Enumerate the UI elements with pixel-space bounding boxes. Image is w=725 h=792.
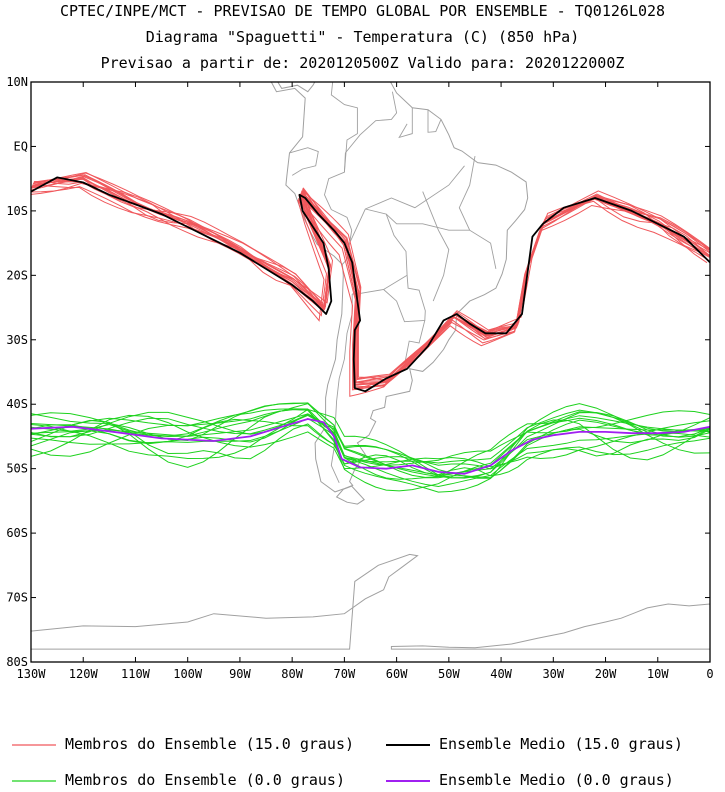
x-tick-label: 110W (121, 667, 151, 681)
x-tick-label: 50W (438, 667, 460, 681)
x-tick-label: 130W (17, 667, 47, 681)
x-tick-label: 120W (69, 667, 99, 681)
map-background (31, 0, 710, 650)
ensemble-member-line (31, 402, 710, 478)
country-border (422, 191, 450, 302)
ensemble-members-layer (31, 171, 710, 493)
country-border (330, 294, 353, 483)
x-tick-label: 100W (173, 667, 203, 681)
chart-title-line-3: Previsao a partir de: 2020120500Z Valido… (100, 54, 625, 72)
ensemble-member-line (31, 403, 710, 479)
country-border (427, 109, 442, 133)
legend-item-mean-0: Ensemble Medio (0.0 graus) (386, 771, 674, 789)
x-tick-label: 60W (386, 667, 408, 681)
x-tick-label: 90W (229, 667, 251, 681)
ensemble-member-line (31, 414, 710, 470)
plot-frame (30, 81, 711, 663)
x-tick-label: 30W (542, 667, 564, 681)
ensemble-member-line (31, 413, 710, 480)
country-border (385, 213, 470, 231)
y-tick-label: 10N (6, 75, 28, 89)
x-tick-label: 0 (706, 667, 713, 681)
country-border (349, 208, 408, 295)
y-tick-label: 40S (6, 397, 28, 411)
legend-item-members-0: Membros do Ensemble (0.0 graus) (12, 771, 345, 789)
legend-item-members-15: Membros do Ensemble (15.0 graus) (12, 735, 354, 753)
axes: 130W 120W 110W 100W 90W 80W 70W 60W 50W 40W 30W 20W… (6, 75, 713, 681)
country-border (398, 107, 413, 139)
y-tick-label: 20S (6, 268, 28, 282)
ensemble-member-line (31, 409, 710, 492)
y-tick-label: EQ (14, 139, 28, 153)
country-border (365, 165, 465, 210)
country-border (383, 275, 426, 323)
landmass (250, 0, 386, 56)
landmass (31, 553, 419, 650)
ensemble-member-line (31, 411, 710, 479)
x-tick-label: 20W (595, 667, 617, 681)
y-tick-label: 60S (6, 526, 28, 540)
y-tick-label: 50S (6, 462, 28, 476)
chart-title-line-2: Diagrama "Spaguetti" - Temperatura (C) (… (145, 28, 580, 46)
ensemble-mean-line (31, 418, 710, 475)
legend-label-mean-15: Ensemble Medio (15.0 graus) (439, 735, 683, 753)
x-tick-label: 40W (490, 667, 512, 681)
country-border (458, 156, 497, 269)
y-tick-label: 70S (6, 591, 28, 605)
legend-item-mean-15: Ensemble Medio (15.0 graus) (386, 735, 683, 753)
x-tick-label: 80W (281, 667, 303, 681)
legend-label-mean-0: Ensemble Medio (0.0 graus) (439, 771, 674, 789)
legend-label-members-15: Membros do Ensemble (15.0 graus) (65, 735, 355, 753)
ensemble-member-line (31, 408, 710, 493)
landmass (335, 485, 365, 505)
country-border (330, 82, 358, 173)
x-tick-label: 10W (647, 667, 669, 681)
landmass (270, 82, 529, 493)
landmass (390, 603, 710, 650)
legend-label-members-0: Membros do Ensemble (0.0 graus) (65, 771, 345, 789)
ensemble-member-line (31, 403, 710, 478)
ensemble-mean-line (31, 176, 710, 393)
y-tick-label: 80S (6, 655, 28, 669)
ensemble-member-line (31, 417, 710, 488)
ensemble-member-line (31, 413, 710, 476)
country-border (404, 320, 426, 363)
chart-title-line-1: CPTEC/INPE/MCT - PREVISAO DE TEMPO GLOBA… (59, 2, 666, 20)
x-tick-label: 70W (334, 667, 356, 681)
country-border (289, 147, 319, 176)
y-tick-label: 30S (6, 333, 28, 347)
country-border (324, 91, 398, 265)
y-tick-label: 10S (6, 204, 28, 218)
ensemble-mean-layer (31, 176, 710, 475)
